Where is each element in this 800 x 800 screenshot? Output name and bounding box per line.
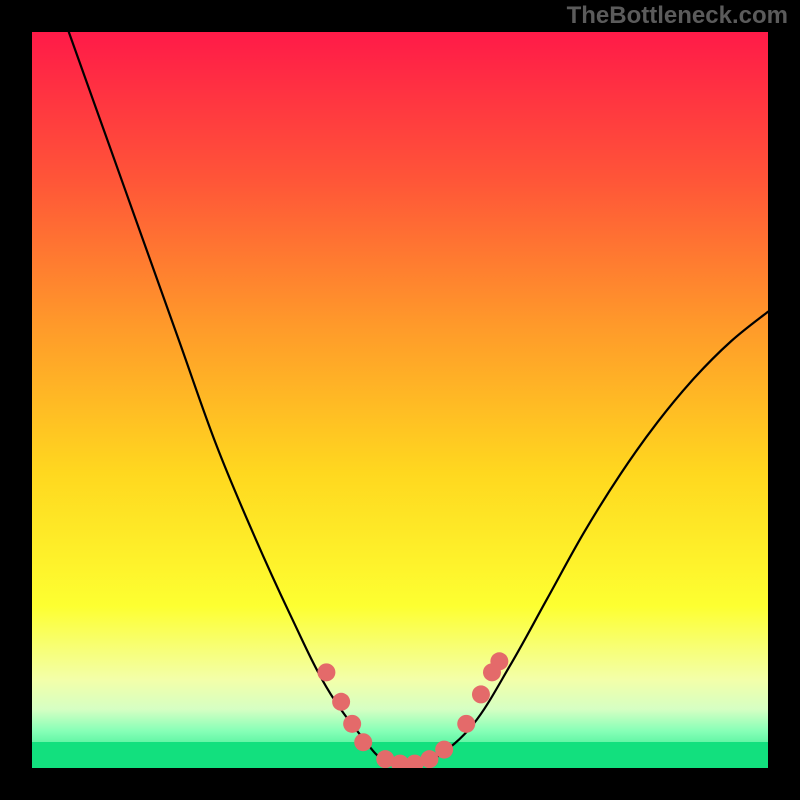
marker-point — [354, 733, 372, 751]
marker-point — [435, 741, 453, 759]
marker-point — [472, 685, 490, 703]
watermark-text: TheBottleneck.com — [567, 2, 788, 30]
marker-point — [343, 715, 361, 733]
chart-svg — [32, 32, 768, 768]
plot-area — [32, 32, 768, 768]
marker-point — [420, 750, 438, 768]
marker-point — [490, 652, 508, 670]
marker-point — [457, 715, 475, 733]
bottleneck-curve — [69, 32, 768, 765]
marker-point — [332, 693, 350, 711]
outer-frame: TheBottleneck.com — [0, 0, 800, 800]
marker-point — [317, 663, 335, 681]
